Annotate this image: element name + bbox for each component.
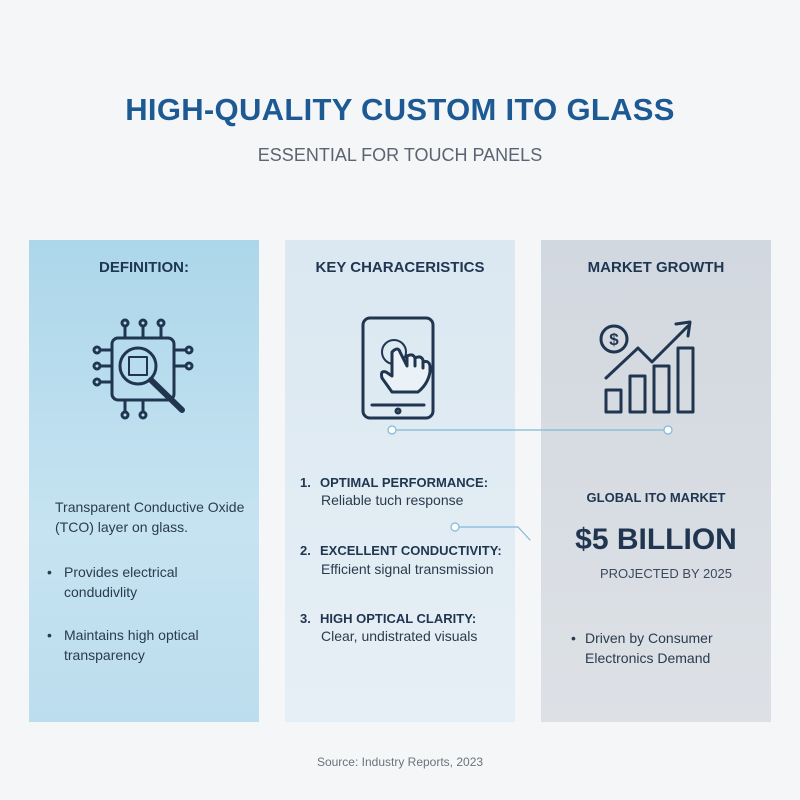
panel bbox=[541, 240, 771, 722]
item-title: HIGH OPTICAL CLARITY: bbox=[320, 611, 477, 626]
item-number: 3. bbox=[300, 611, 311, 626]
bullet: • bbox=[47, 627, 52, 643]
bullet: • bbox=[47, 564, 52, 580]
panel-heading: MARKET GROWTH bbox=[587, 259, 725, 276]
svg-text:$: $ bbox=[609, 330, 619, 349]
market-label: GLOBAL ITO MARKET bbox=[586, 490, 726, 505]
subtitle: ESSENTIAL FOR TOUCH PANELS bbox=[257, 145, 543, 165]
item-title: OPTIMAL PERFORMANCE: bbox=[320, 475, 489, 490]
item-text: Reliable tuch response bbox=[321, 492, 464, 508]
item-title: EXCELLENT CONDUCTIVITY: bbox=[320, 543, 502, 558]
bullet-text: Driven by Consumer Electronics Demand bbox=[585, 630, 713, 666]
item-number: 1. bbox=[300, 475, 311, 490]
item-text: Efficient signal transmission bbox=[321, 561, 494, 577]
item-text: Clear, undistrated visuals bbox=[321, 628, 478, 644]
definition-text: Transparent Conductive Oxide (TCO) layer… bbox=[55, 499, 245, 535]
bullet: • bbox=[571, 630, 576, 646]
chip-icon bbox=[92, 318, 194, 420]
item-number: 2. bbox=[300, 543, 311, 558]
connector bbox=[387, 425, 673, 541]
source: Source: Industry Reports, 2023 bbox=[316, 755, 484, 769]
growth-icon: $ bbox=[599, 320, 695, 414]
panel bbox=[285, 240, 515, 722]
bullet-text: Provides electrical condudivlity bbox=[64, 564, 178, 600]
panel-heading: DEFINITION: bbox=[99, 259, 189, 276]
tablet-icon bbox=[361, 316, 435, 420]
bullet-text: Maintains high optical transparency bbox=[64, 627, 199, 663]
title: HIGH-QUALITY CUSTOM ITO GLASS bbox=[125, 92, 675, 127]
market-note: PROJECTED BY 2025 bbox=[600, 566, 732, 581]
market-figure: $5 BILLION bbox=[575, 523, 737, 556]
panel-heading: KEY CHARACERISTICS bbox=[315, 259, 485, 276]
